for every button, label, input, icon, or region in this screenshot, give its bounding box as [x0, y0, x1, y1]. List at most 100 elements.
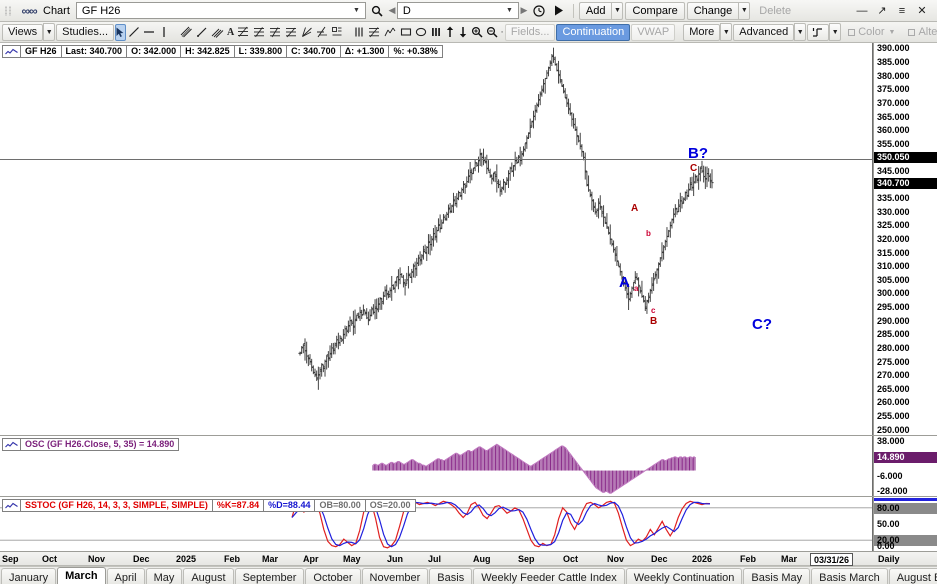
horizontal-line-icon[interactable]	[142, 24, 156, 41]
minimize-icon[interactable]: —	[856, 4, 868, 17]
play-icon[interactable]	[550, 2, 568, 20]
gann-fan-icon[interactable]	[300, 24, 314, 41]
pane-divider-2[interactable]	[0, 496, 937, 497]
bars-pattern-icon[interactable]	[352, 24, 366, 41]
workspace-tab[interactable]: August Basis	[888, 568, 937, 584]
interval-selector[interactable]: ◀ D ▼ ▶	[388, 2, 528, 19]
workspace-tab[interactable]: January	[1, 568, 57, 584]
more-dropdown-caret-icon[interactable]: ▼	[720, 23, 733, 41]
zoom-in-icon[interactable]	[470, 24, 484, 41]
wave-label-A[interactable]: A	[631, 203, 639, 214]
interval-prev-icon[interactable]: ◀	[388, 5, 396, 15]
stochastic-axis[interactable]: 80.00 50.00 20.00 0.00	[873, 497, 937, 551]
ray-icon[interactable]	[195, 24, 209, 41]
pane-divider-1[interactable]	[0, 435, 937, 436]
color-button[interactable]: Color ▼	[842, 24, 901, 41]
interval-next-icon[interactable]: ▶	[520, 5, 528, 15]
wave-label-c[interactable]: c	[651, 306, 656, 315]
andrews-icon[interactable]	[315, 24, 329, 41]
text-icon[interactable]: A	[227, 26, 235, 38]
pitchfork-icon[interactable]	[210, 24, 225, 41]
interval-dropdown-caret-icon[interactable]: ▼	[505, 7, 513, 14]
interval-input[interactable]: D ▼	[396, 2, 519, 19]
date-input-box[interactable]: 03/31/26	[810, 553, 854, 566]
workspace-tab[interactable]: Basis	[429, 568, 473, 584]
add-button-group[interactable]: Add ▼	[578, 1, 624, 20]
workspace-tab[interactable]: Basis May	[743, 568, 811, 584]
fields-button[interactable]: Fields...	[504, 23, 556, 41]
fib-retracement-icon[interactable]	[236, 24, 251, 41]
studies-button[interactable]: Studies...	[56, 23, 115, 41]
stochastic-plot[interactable]: SSTOC (GF H26, 14, 3, 3, SIMPLE, SIMPLE)…	[0, 497, 873, 551]
wave-label-Bq[interactable]: B?	[688, 145, 708, 162]
fib-fan-icon[interactable]	[284, 24, 299, 41]
elliott-wave-icon[interactable]	[383, 24, 398, 41]
menu-icon[interactable]: ≡	[898, 4, 906, 17]
more-button[interactable]: More	[683, 23, 721, 41]
workspace-tab[interactable]: August	[183, 568, 234, 584]
workspace-tab[interactable]: Weekly Continuation	[625, 568, 743, 584]
workspace-tab[interactable]: September	[234, 568, 305, 584]
clock-icon[interactable]	[530, 2, 548, 20]
symbol-dropdown-caret-icon[interactable]: ▼	[352, 7, 360, 14]
change-dropdown-caret-icon[interactable]: ▼	[738, 1, 751, 20]
spread-dropdown-caret-icon[interactable]: ▼	[829, 23, 842, 41]
spread-button-group[interactable]: ▼	[807, 23, 842, 41]
zoom-out-icon[interactable]	[485, 24, 499, 41]
views-dropdown-caret-icon[interactable]: ▼	[43, 23, 56, 41]
price-legend[interactable]: GF H26 Last: 340.700 O: 342.000 H: 342.8…	[2, 45, 443, 58]
continuation-button[interactable]: Continuation	[556, 23, 631, 41]
alter-button[interactable]: Alter ▼	[902, 24, 937, 41]
oscillator-axis[interactable]: 38.000 -6.000 -28.000 14.890	[873, 436, 937, 496]
ellipse-icon[interactable]	[414, 24, 428, 41]
views-button[interactable]: Views	[2, 23, 44, 41]
drag-grip-handle[interactable]	[4, 4, 13, 18]
search-icon[interactable]	[368, 2, 386, 20]
oscillator-legend[interactable]: OSC (GF H26.Close, 5, 35) = 14.890	[2, 438, 180, 451]
change-button-group[interactable]: Change ▼	[686, 1, 751, 20]
workspace-tab[interactable]: November	[361, 568, 429, 584]
vwap-button[interactable]: VWAP	[631, 23, 676, 41]
oscillator-plot[interactable]: OSC (GF H26.Close, 5, 35) = 14.890	[0, 436, 873, 496]
fib-timezone-icon[interactable]	[367, 24, 382, 41]
trendline-icon[interactable]	[127, 24, 141, 41]
up-arrow-icon[interactable]	[444, 24, 456, 41]
workspace-tab[interactable]: Weekly Feeder Cattle Index	[473, 568, 625, 584]
chain-link-icon[interactable]: ∞∞	[21, 3, 37, 18]
price-axis[interactable]: 390.000 385.000 380.000 375.000 370.000 365.0…	[873, 43, 937, 435]
symbol-input[interactable]: GF H26 ▼	[75, 2, 366, 19]
date-axis[interactable]: Sep Oct Nov Dec 2025 Feb Mar Apr May Jun Jul Aug Sep…	[0, 551, 937, 566]
advanced-button[interactable]: Advanced	[733, 23, 795, 41]
workspace-tab[interactable]: May	[145, 568, 183, 584]
spread-icon[interactable]	[807, 23, 830, 41]
views-button-group[interactable]: Views ▼	[2, 23, 56, 41]
wave-label-A[interactable]: A	[619, 274, 630, 291]
add-dropdown-caret-icon[interactable]: ▼	[611, 1, 624, 20]
wave-label-a[interactable]: a	[634, 284, 639, 293]
change-button[interactable]: Change	[686, 1, 739, 20]
advanced-dropdown-caret-icon[interactable]: ▼	[794, 23, 807, 41]
stochastic-legend[interactable]: SSTOC (GF H26, 14, 3, 3, SIMPLE, SIMPLE)…	[2, 499, 416, 512]
restore-icon[interactable]: ↗	[877, 5, 887, 17]
cycle-icon[interactable]	[330, 24, 344, 41]
rectangle-icon[interactable]	[399, 24, 413, 41]
wave-label-C[interactable]: C	[690, 163, 698, 174]
workspace-tab[interactable]: March	[57, 567, 106, 584]
workspace-tab[interactable]: October	[305, 568, 361, 584]
pointer-icon[interactable]	[115, 23, 127, 41]
fib-arc-icon[interactable]	[268, 24, 283, 41]
wave-label-b[interactable]: b	[646, 229, 651, 238]
down-arrow-icon[interactable]	[457, 24, 469, 41]
parallel-channel-icon[interactable]	[179, 24, 194, 41]
advanced-button-group[interactable]: Advanced ▼	[733, 23, 807, 41]
volume-profile-icon[interactable]	[429, 24, 443, 41]
compare-button[interactable]: Compare	[625, 1, 685, 20]
workspace-tab[interactable]: Basis March	[811, 568, 888, 584]
add-button[interactable]: Add	[578, 1, 612, 20]
wave-label-Cq[interactable]: C?	[752, 316, 772, 333]
more-button-group[interactable]: More ▼	[683, 23, 733, 41]
wave-label-B[interactable]: B	[650, 316, 658, 327]
fib-extension-icon[interactable]	[252, 24, 267, 41]
close-icon[interactable]: ✕	[917, 5, 927, 17]
